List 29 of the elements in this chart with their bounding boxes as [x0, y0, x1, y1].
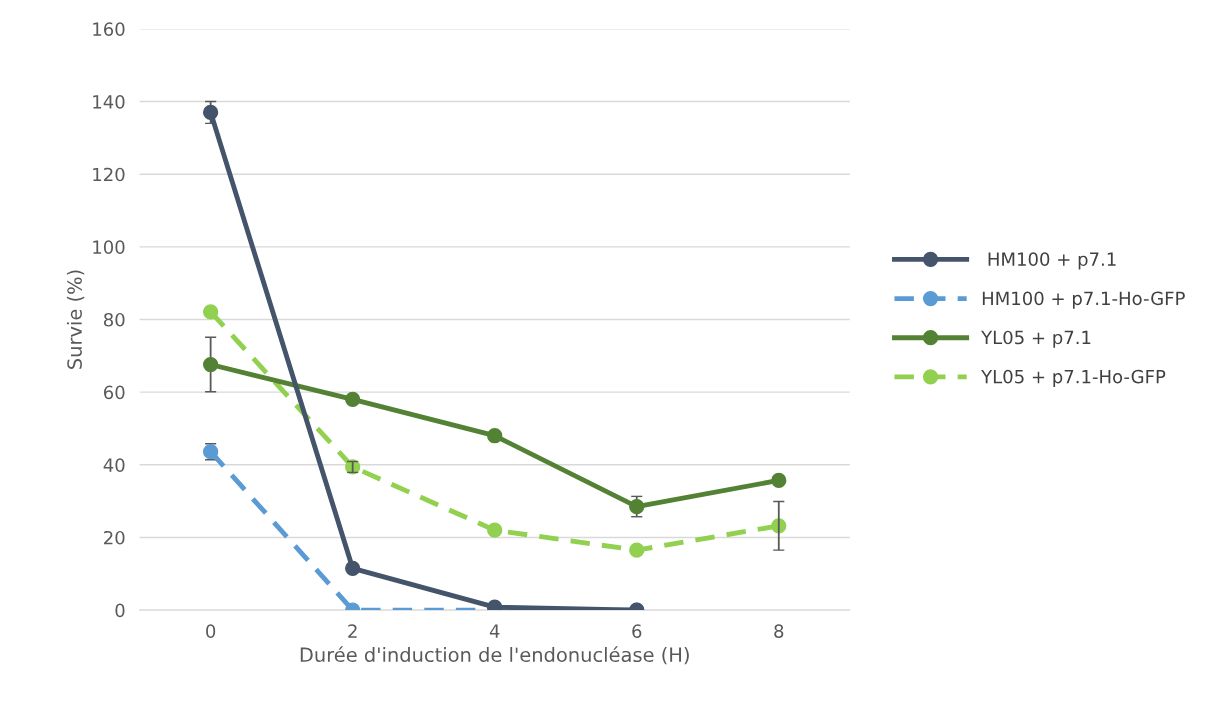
point — [345, 560, 361, 576]
x-axis-title: Durée d'induction de l'endonucléase (H) — [300, 646, 689, 665]
point — [771, 472, 787, 489]
y-tick-label: 100 — [93, 240, 125, 254]
y-tick-label: 120 — [93, 167, 125, 182]
x-tick-label: 8 — [774, 624, 784, 638]
y-tick-label: 160 — [93, 22, 125, 36]
x-tick-label: 2 — [348, 624, 357, 638]
point — [202, 304, 219, 320]
point — [202, 356, 219, 373]
point — [202, 104, 219, 121]
y-tick-label: 40 — [103, 458, 125, 472]
legend-label: YL05 + p7.1 — [981, 330, 1091, 348]
y-tick-label: 0 — [115, 603, 125, 618]
y-axis-title: Survie (%) — [66, 270, 85, 369]
x-tick-label: 4 — [489, 624, 500, 638]
x-tick-label: 6 — [632, 624, 642, 638]
y-tick-label: 80 — [103, 312, 125, 327]
point — [487, 428, 503, 444]
x-tick-label: 0 — [206, 624, 216, 638]
legend-label: HM100 + p7.1-Ho-GFP — [982, 291, 1185, 309]
y-tick-label: 60 — [104, 385, 125, 400]
legend-label: HM100 + p7.1 — [988, 252, 1116, 270]
y-tick-label: 20 — [104, 530, 125, 545]
point — [345, 391, 361, 408]
point — [487, 522, 503, 538]
legend-label: YL05 + p7.1-Ho-GFP — [981, 369, 1166, 387]
y-tick-label: 140 — [93, 94, 125, 109]
point — [629, 542, 645, 558]
